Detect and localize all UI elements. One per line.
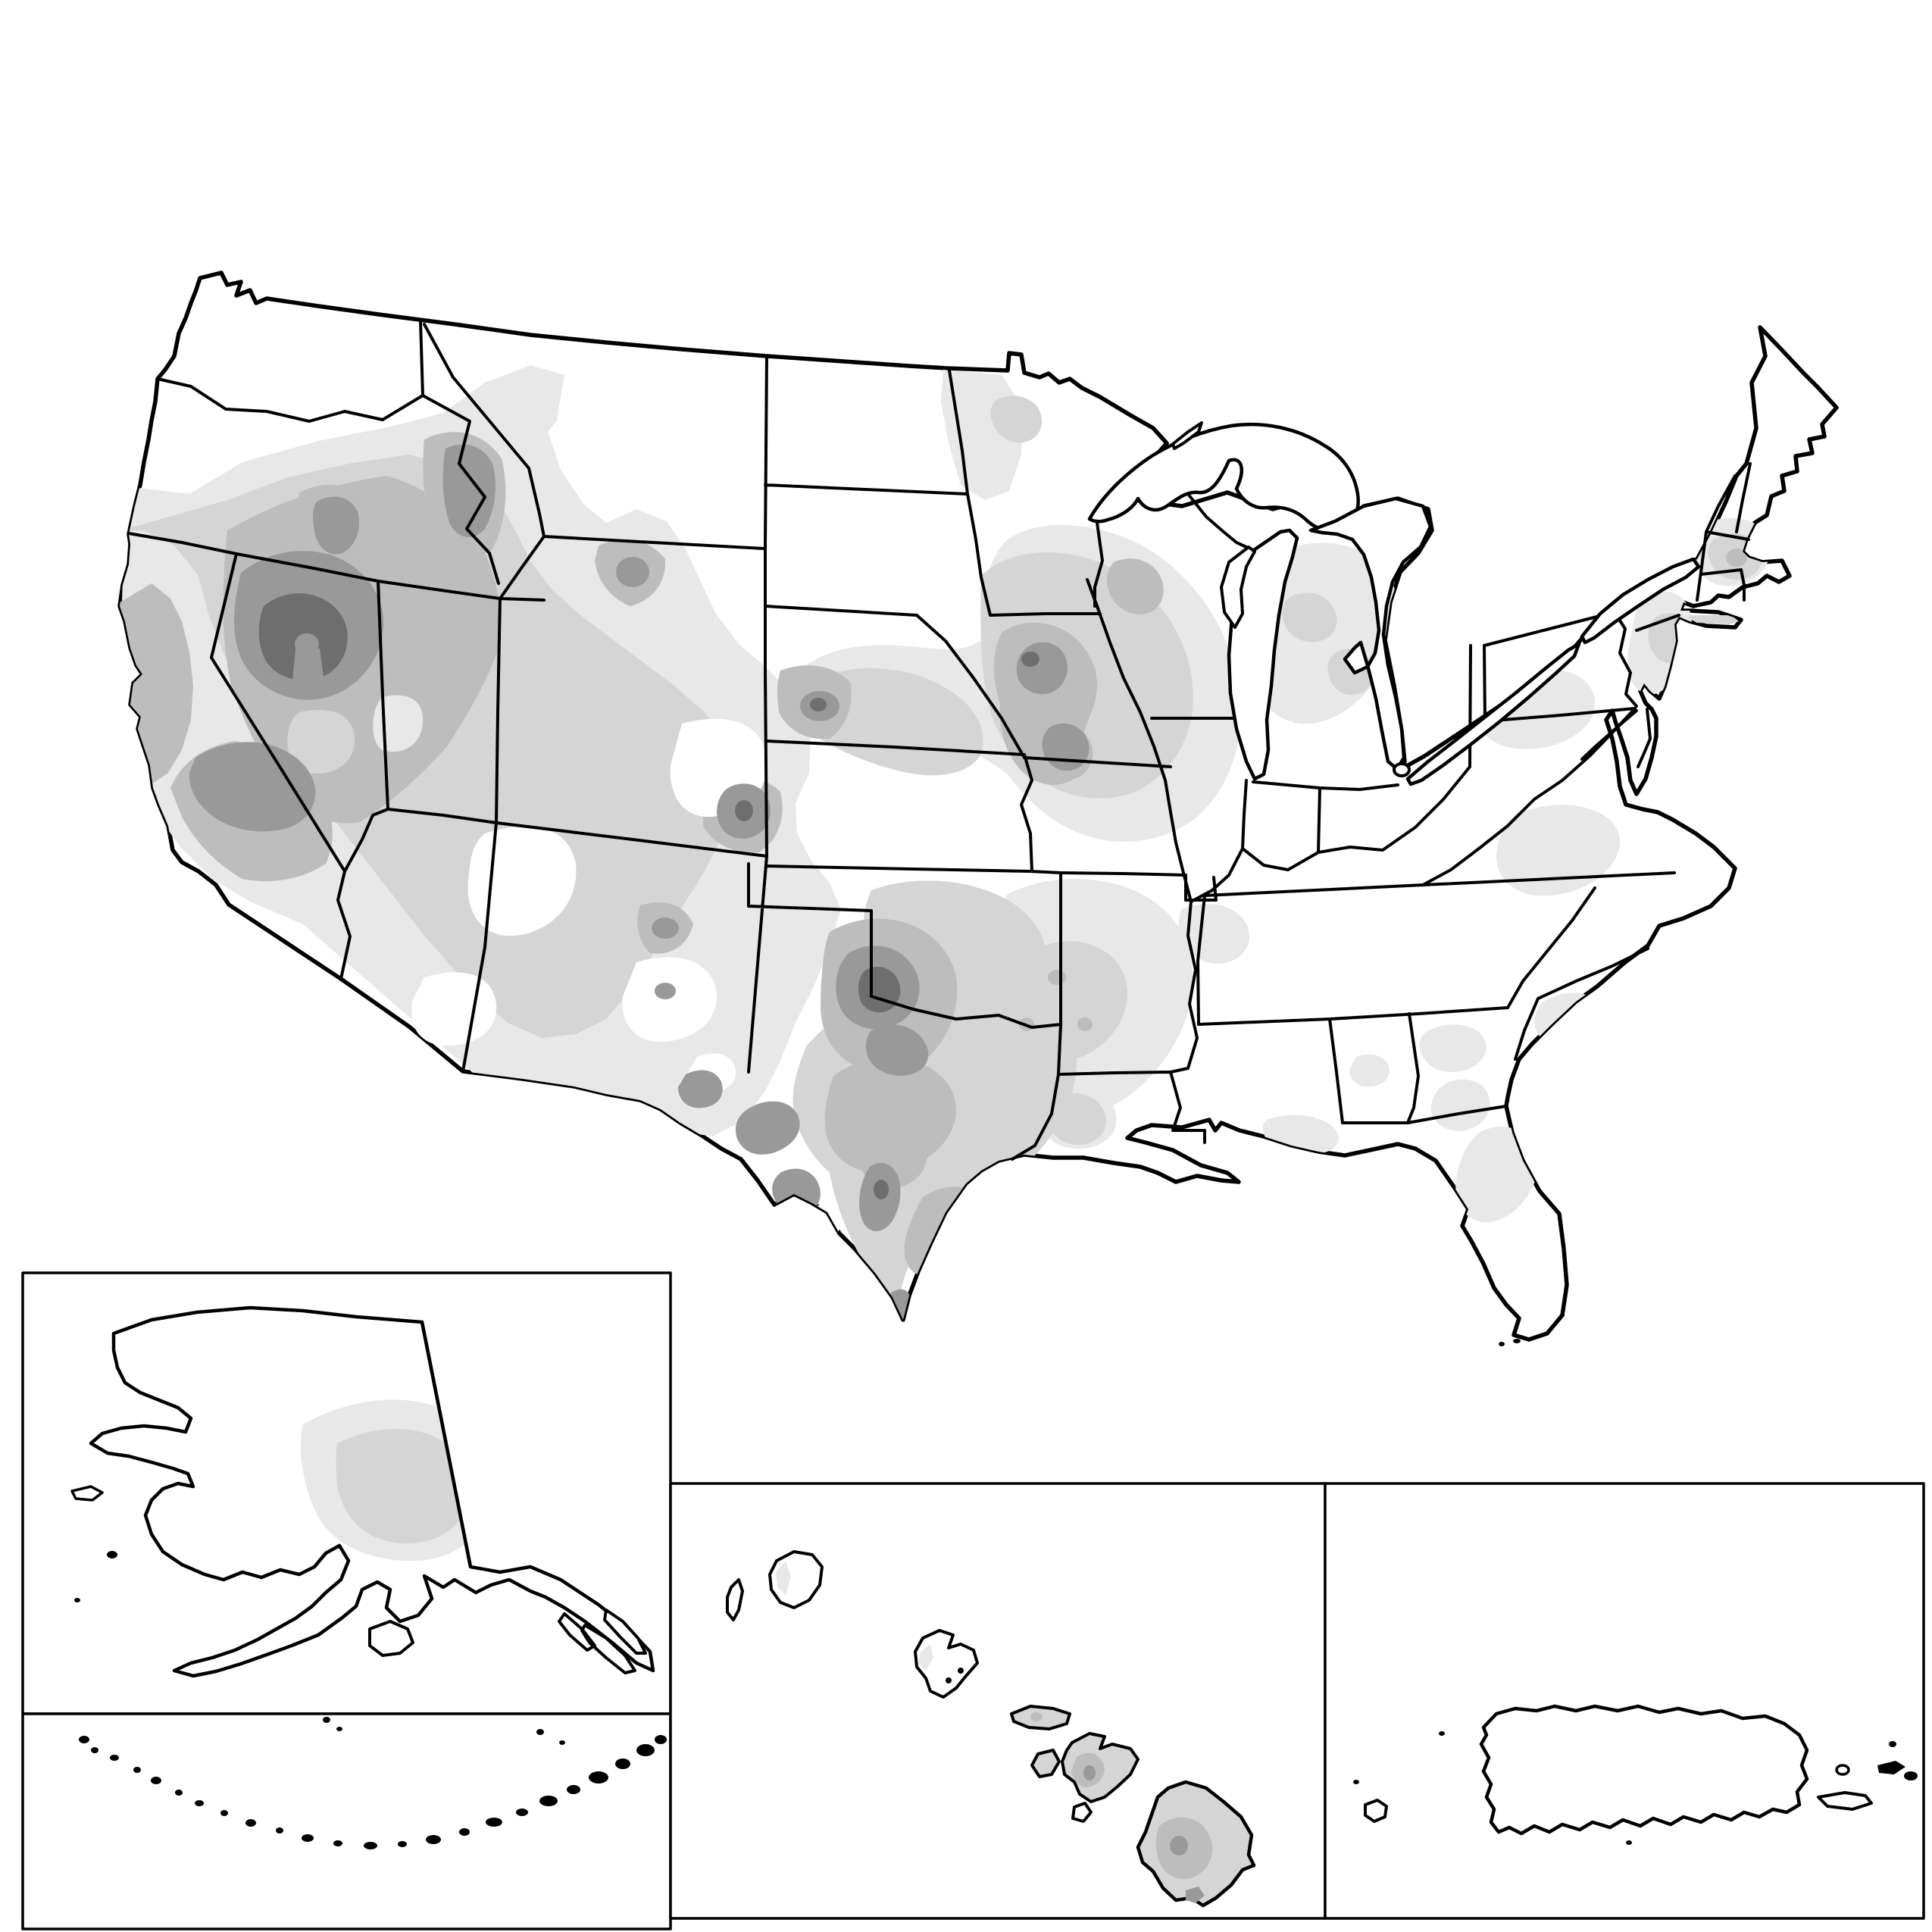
virgin-islands-a — [1877, 1761, 1905, 1774]
contour-iowa-l5 — [1021, 652, 1039, 667]
contour-nm-l4a — [652, 918, 679, 939]
puerto-rico-inset-box — [1324, 1482, 1925, 1920]
nunivak-island — [107, 1551, 117, 1558]
st-lawrence-island — [70, 1485, 104, 1502]
contour-ne-fl-l1 — [1430, 1079, 1490, 1131]
contour-nw-mn-l2 — [990, 395, 1043, 443]
state-borders-northeast — [1580, 462, 1752, 768]
mona-island — [1364, 1799, 1388, 1823]
isle-royale — [1171, 421, 1203, 450]
mona-dot — [1353, 1780, 1359, 1784]
pribilof-island — [74, 1598, 80, 1602]
big-island-tip-l4 — [1186, 1887, 1205, 1903]
hole-nm-white — [622, 957, 717, 1043]
molokai-contour-l3 — [1030, 1712, 1043, 1721]
contour-co-north-l5 — [810, 698, 827, 711]
contour-redriver-l4 — [866, 1024, 929, 1076]
hole-se-az-white — [411, 972, 497, 1046]
contour-carolina-coast-l1 — [1534, 993, 1605, 1049]
florida-keys-a — [1513, 1339, 1521, 1343]
vieques-island — [1817, 1791, 1873, 1811]
aleutian-inset-box — [21, 1712, 672, 1930]
alaska-panhandle-islands — [558, 1608, 647, 1674]
contour-ne-oregon-l4 — [313, 496, 359, 555]
contour-tx-coast-l4 — [922, 1290, 939, 1304]
big-island-contour-l4 — [1170, 1836, 1188, 1855]
niihau-island — [726, 1578, 744, 1621]
alaska-contour-l2 — [336, 1429, 468, 1544]
kodiak-island — [368, 1620, 414, 1657]
lake-erie — [1405, 642, 1581, 786]
puerto-rico-island — [1479, 1704, 1809, 1836]
lake-st-clair — [1393, 762, 1411, 777]
florida-keys-b — [1499, 1342, 1505, 1346]
alaska-border-line — [420, 1320, 473, 1569]
contour-tx-central-l5 — [874, 1180, 889, 1199]
oahu-contour-l1 — [918, 1644, 933, 1671]
contour-nevada-l4-notch — [292, 649, 324, 682]
culebra-island — [1835, 1764, 1850, 1776]
contour-yellowstone-l4 — [616, 557, 649, 587]
virgin-islands-b — [1904, 1771, 1918, 1780]
contour-michigan-l2a — [1282, 592, 1337, 642]
lanai-island — [1030, 1749, 1061, 1778]
lake-huron — [1308, 496, 1433, 771]
contour-se-nm-l4 — [678, 1070, 723, 1108]
oahu-dot-a — [946, 1677, 952, 1683]
kauai-contour-l1 — [776, 1561, 791, 1595]
contour-west-tn-l1 — [1178, 904, 1250, 964]
contour-boston-l3 — [1726, 549, 1747, 567]
contour-wisconsin-l3 — [1107, 558, 1164, 614]
pr-west-dot — [1439, 1731, 1445, 1736]
state-borders-west — [127, 320, 1062, 1074]
contour-idaho-l4 — [442, 444, 496, 538]
green-bay — [1220, 546, 1256, 629]
oahu-dot-b — [958, 1668, 964, 1674]
contour-ar-l3a — [1048, 970, 1066, 985]
lake-ontario — [1580, 557, 1701, 645]
contour-central-fl-l1 — [1455, 1126, 1539, 1223]
hole-nv-south-l2 — [287, 709, 355, 774]
contour-bigbend-l4 — [735, 1101, 800, 1155]
contour-appalachia-l1 — [1496, 805, 1620, 896]
contour-georgia-l1 — [1419, 1024, 1487, 1073]
contour-ar-l3b — [1077, 1018, 1093, 1031]
contour-nm-l4b — [655, 983, 676, 999]
maui-contour-l4 — [1083, 1765, 1096, 1780]
contour-alabama-l1 — [1349, 1054, 1390, 1087]
state-borders-south — [1011, 611, 1676, 1161]
pr-south-dot — [1626, 1840, 1632, 1845]
virgin-islands-c — [1889, 1741, 1896, 1747]
hole-ne-az-white — [467, 826, 577, 936]
lake-superior — [1087, 422, 1360, 533]
contour-co-south-l5 — [735, 800, 753, 821]
contour-socal-l4 — [189, 742, 316, 832]
kahoolawe-island — [1071, 1802, 1093, 1823]
state-borders-midwest — [948, 369, 1471, 1074]
contour-upstate-ny-l1 — [1491, 583, 1568, 656]
contour-iowa-l4a — [1016, 642, 1068, 695]
contour-long-island-l2 — [1688, 615, 1739, 624]
hole-s-tx-white — [810, 1204, 842, 1241]
